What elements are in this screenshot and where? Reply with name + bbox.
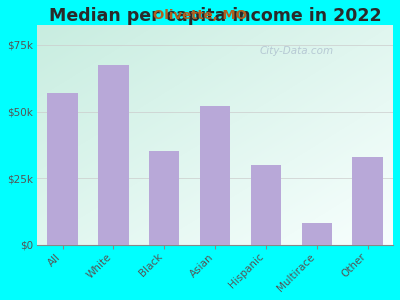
- Text: Olivette, MO: Olivette, MO: [153, 9, 247, 22]
- Bar: [98, 65, 129, 245]
- Bar: [251, 165, 281, 245]
- Bar: [200, 106, 230, 245]
- Text: City-Data.com: City-Data.com: [260, 46, 334, 56]
- Bar: [47, 93, 78, 245]
- Bar: [302, 224, 332, 245]
- Bar: [149, 152, 180, 245]
- Bar: [352, 157, 383, 245]
- Title: Median per capita income in 2022: Median per capita income in 2022: [49, 7, 381, 25]
